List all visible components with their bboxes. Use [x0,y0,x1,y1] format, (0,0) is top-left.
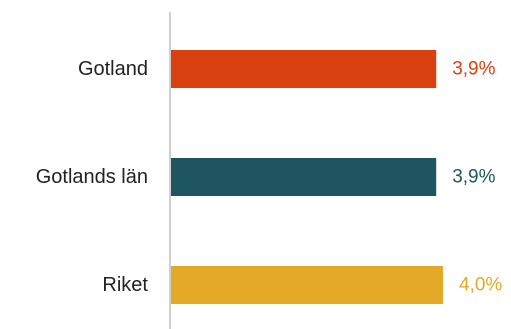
bar-riket [171,266,443,304]
value-label: 4,0% [459,275,502,296]
bars-layer [171,50,443,304]
category-label: Gotlands län [36,166,148,188]
bar-gotlands-län [171,158,436,196]
category-label: Riket [102,274,148,296]
value-label: 3,9% [452,59,495,80]
bar-gotland [171,50,436,88]
value-label: 3,9% [452,167,495,188]
category-label: Gotland [78,58,148,80]
